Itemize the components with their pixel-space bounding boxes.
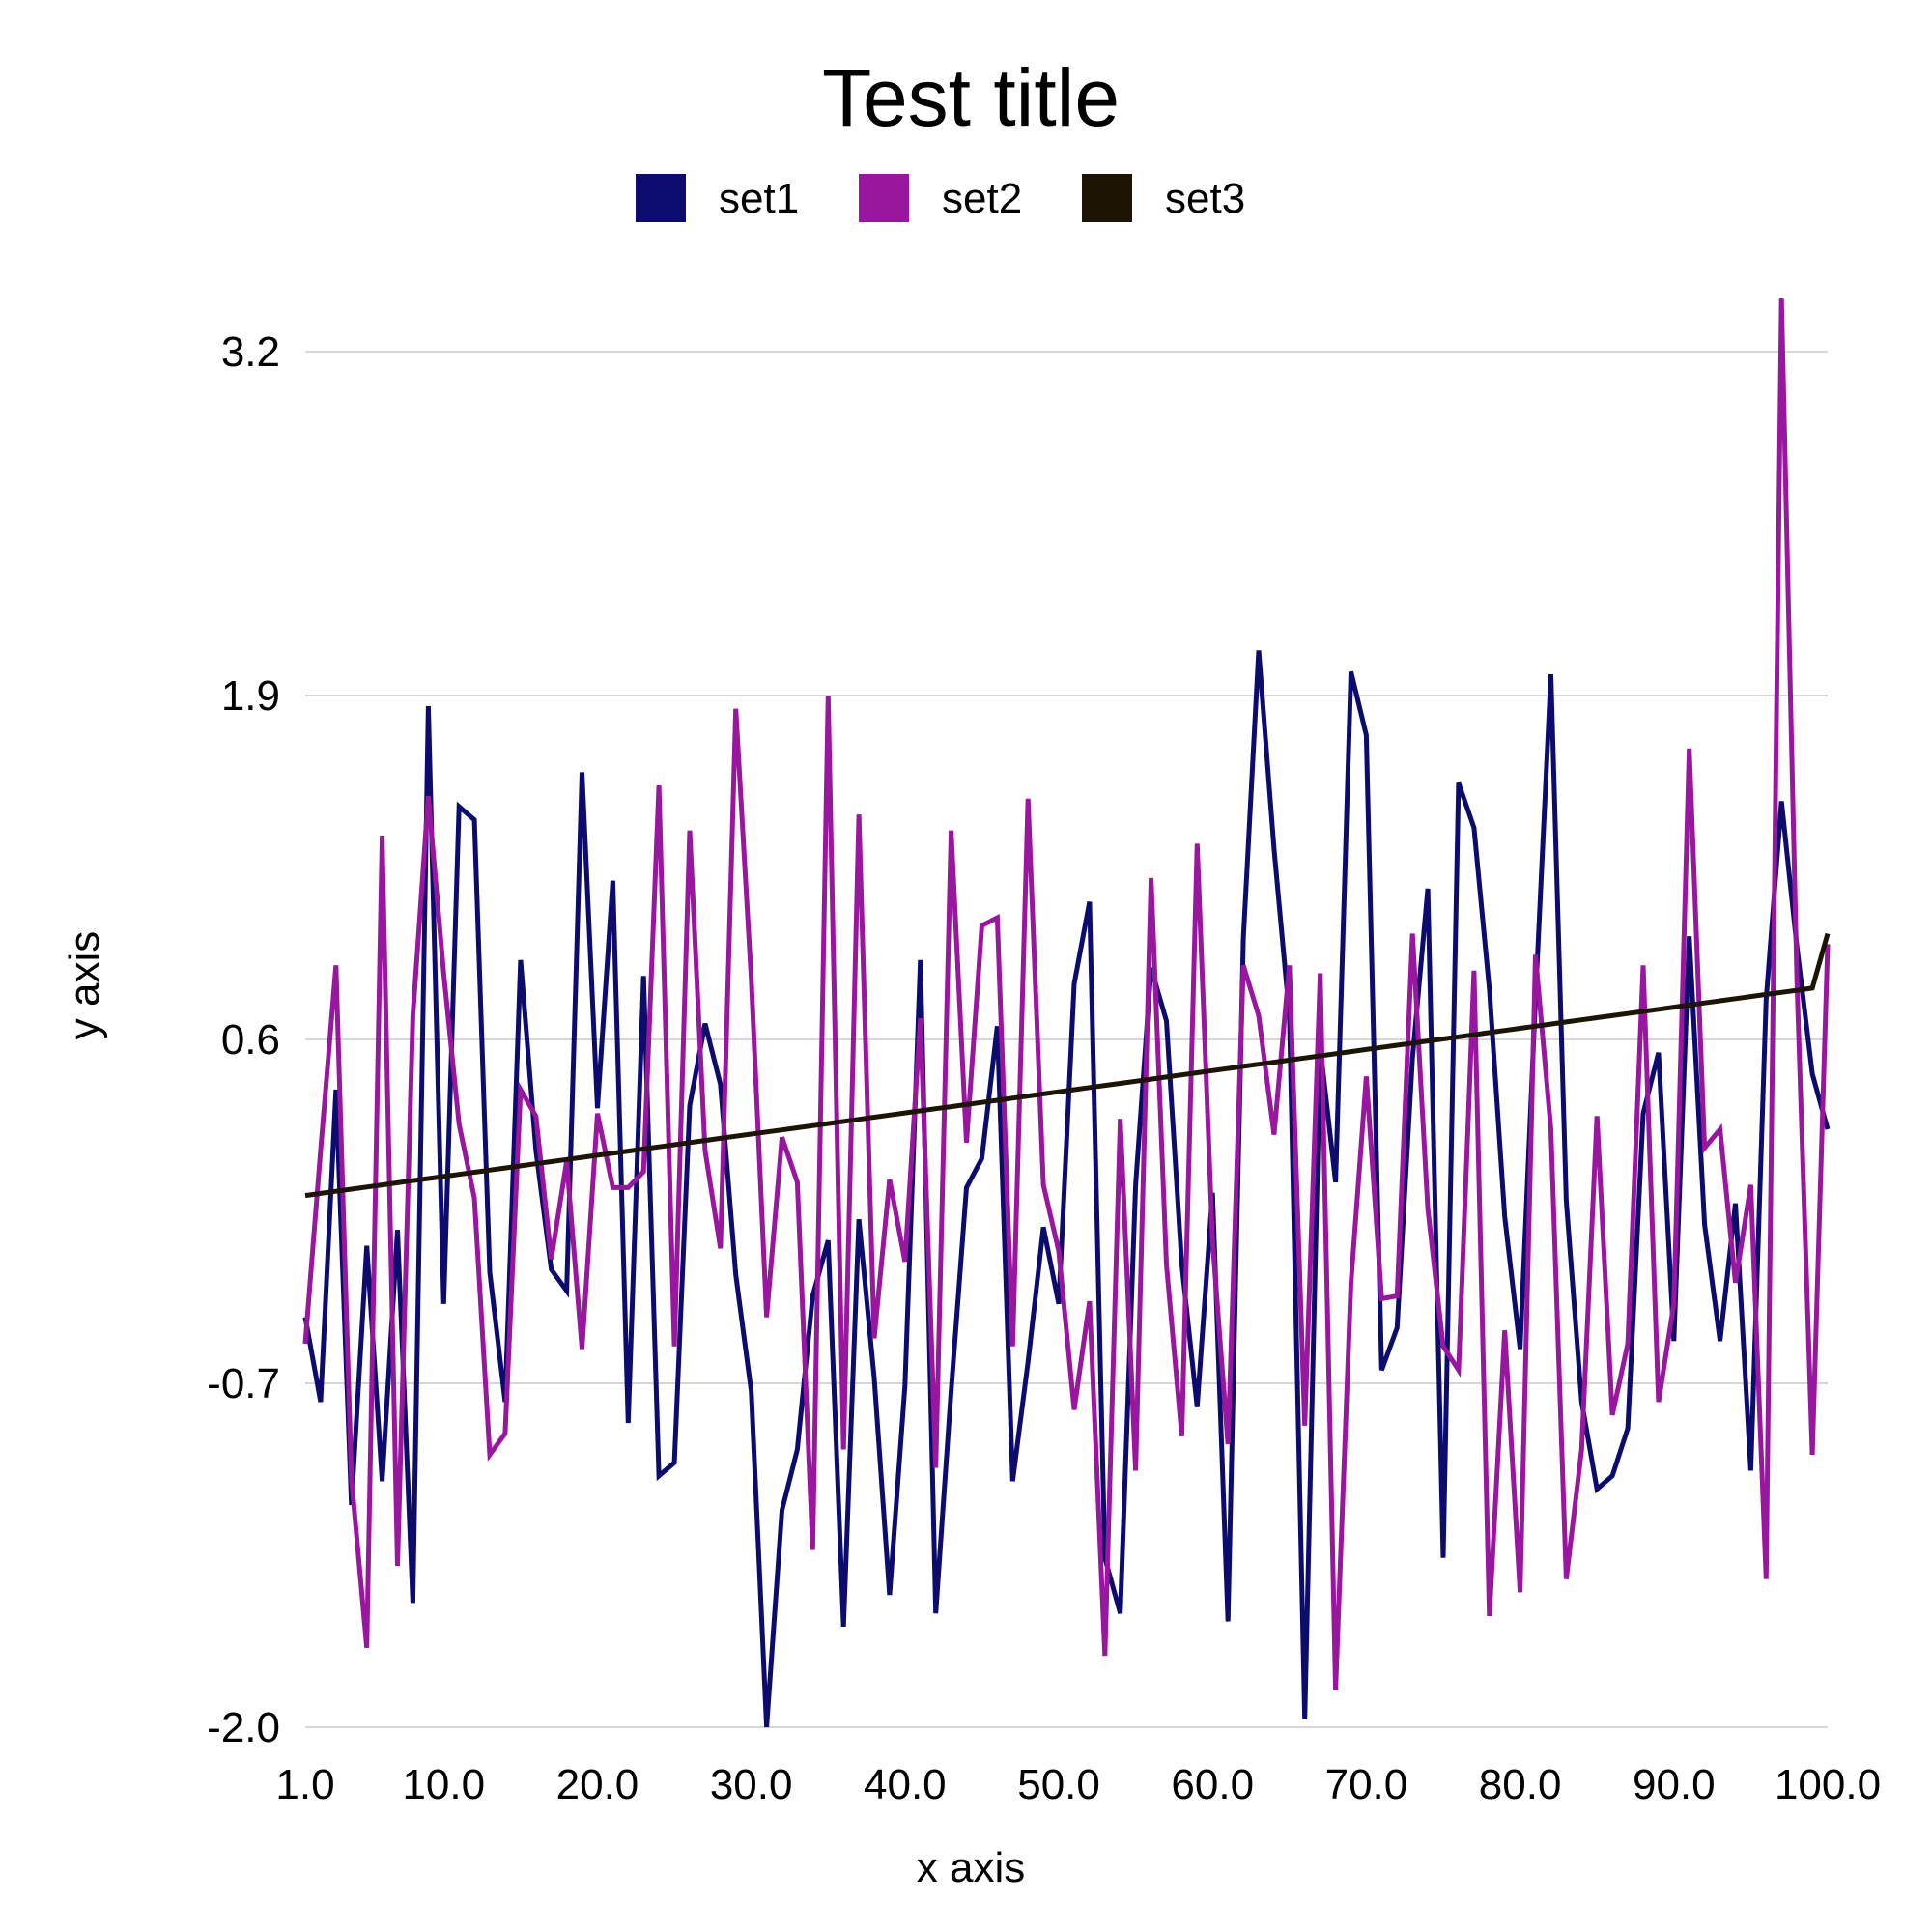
y-tick-label: -2.0 <box>207 1704 280 1751</box>
series-lines <box>302 298 1831 1728</box>
y-axis-label: y axis <box>61 931 108 1039</box>
x-tick-label: 1.0 <box>275 1761 334 1808</box>
x-tick-label: 30.0 <box>710 1761 793 1808</box>
y-tick-label: -0.7 <box>207 1360 280 1407</box>
grid-lines <box>305 351 1828 1728</box>
x-axis-label: x axis <box>917 1844 1025 1891</box>
x-tick-label: 70.0 <box>1325 1761 1408 1808</box>
chart-title: Test title <box>822 52 1120 143</box>
x-tick-label: 20.0 <box>556 1761 639 1808</box>
y-axis-ticks: -2.0 -0.7 0.6 1.9 3.2 <box>207 328 280 1751</box>
x-tick-label: 50.0 <box>1017 1761 1100 1808</box>
legend: set1 set2 set3 <box>636 174 1245 222</box>
y-tick-label: 3.2 <box>221 328 280 376</box>
legend-swatch-set2 <box>859 174 909 222</box>
legend-label-set3: set3 <box>1165 175 1245 222</box>
legend-swatch-set3 <box>1082 174 1132 222</box>
legend-label-set2: set2 <box>942 175 1022 222</box>
x-tick-label: 90.0 <box>1633 1761 1716 1808</box>
x-tick-label: 60.0 <box>1171 1761 1254 1808</box>
y-tick-label: 1.9 <box>221 672 280 720</box>
legend-label-set1: set1 <box>719 175 799 222</box>
x-tick-label: 100.0 <box>1775 1761 1881 1808</box>
x-tick-label: 40.0 <box>864 1761 947 1808</box>
series-line-set1 <box>302 650 1831 1728</box>
series-line-set2 <box>302 298 1831 1690</box>
x-tick-label: 10.0 <box>402 1761 485 1808</box>
x-tick-label: 80.0 <box>1479 1761 1562 1808</box>
legend-swatch-set1 <box>636 174 686 222</box>
series-line-set3 <box>304 932 1831 1199</box>
x-axis-ticks: 1.0 10.0 20.0 30.0 40.0 50.0 60.0 70.0 80.0 90.0 1… <box>275 1761 1881 1808</box>
y-tick-label: 0.6 <box>221 1016 280 1064</box>
